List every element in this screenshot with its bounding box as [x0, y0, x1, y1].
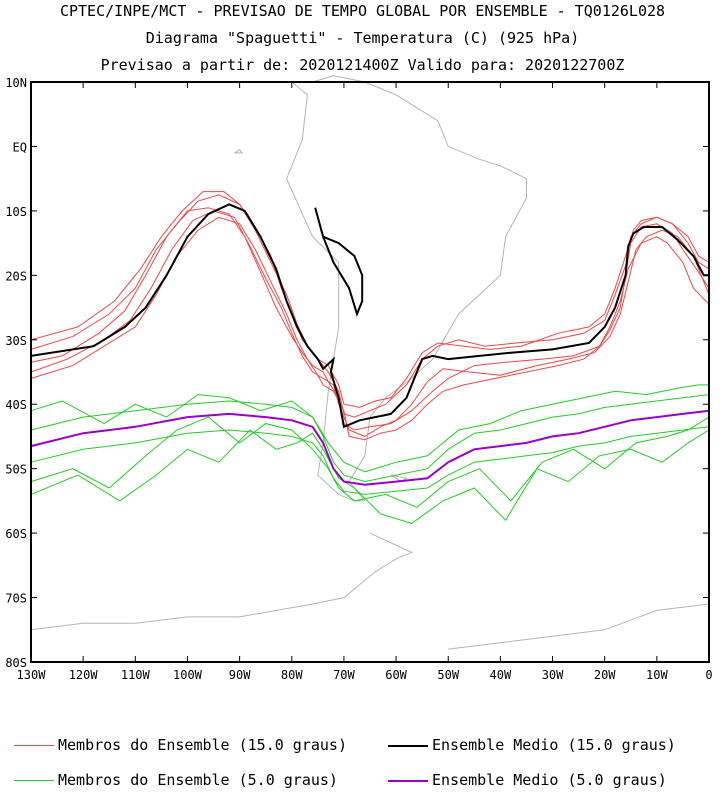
- member-15-line-4: [30, 216, 710, 441]
- legend-item-members-5: Membros do Ensemble (5.0 graus): [14, 771, 338, 789]
- x-tick-label-7: 60W: [385, 668, 407, 682]
- chart-valid-time: Previsao a partir de: 2020121400Z Valido…: [100, 56, 625, 74]
- legend-item-mean-5: Ensemble Medio (5.0 graus): [388, 771, 667, 789]
- y-tick-label-6: 50S: [5, 463, 27, 477]
- member-5-line-4: [30, 429, 710, 524]
- land-outline-2: [448, 603, 710, 650]
- members-5-layer: [30, 384, 710, 524]
- x-tick-label-11: 20W: [594, 668, 616, 682]
- legend-label-mean-5: Ensemble Medio (5.0 graus): [432, 771, 667, 789]
- x-tick-label-2: 110W: [121, 668, 151, 682]
- legend-swatch-members-15: [14, 745, 54, 746]
- x-tick-label-1: 120W: [69, 668, 99, 682]
- legend-label-members-5: Membros do Ensemble (5.0 graus): [58, 771, 338, 789]
- legend-label-mean-15: Ensemble Medio (15.0 graus): [432, 736, 676, 754]
- spaghetti-chart: 130W 120W 110W 100W 90W 80W 70W 60W 50W 40W 30W 20W…: [5, 75, 713, 682]
- legend-swatch-mean-15: [388, 744, 428, 747]
- y-tick-label-5: 40S: [5, 398, 27, 412]
- member-5-line-1: [30, 426, 710, 495]
- member-15-line-2: [30, 191, 710, 408]
- member-5-line-0: [30, 394, 710, 483]
- x-tick-label-6: 70W: [333, 668, 355, 682]
- x-tick-label-0: 130W: [17, 668, 47, 682]
- mean-line-1: [314, 207, 364, 317]
- legend-item-members-15: Membros do Ensemble (15.0 graus): [14, 736, 347, 754]
- member-15-line-0: [30, 194, 710, 418]
- y-tick-label-4: 30S: [5, 334, 27, 348]
- y-tick-label-9: 80S: [5, 656, 27, 670]
- legend-swatch-mean-5: [388, 779, 428, 782]
- land-outline-0: [286, 75, 527, 502]
- member-5-line-3: [30, 384, 709, 473]
- y-tick-label-2: 10S: [5, 205, 27, 219]
- y-tick-label-0: 10N: [5, 76, 27, 90]
- plot-frame: [30, 81, 710, 663]
- mean-line-0: [30, 203, 709, 429]
- mean-line-2: [30, 409, 710, 486]
- chart-subtitle: Diagrama "Spaguetti" - Temperatura (C) (…: [145, 29, 580, 47]
- y-tick-label-8: 70S: [5, 592, 27, 606]
- member-15-line-1: [30, 210, 710, 437]
- land-outline-4: [234, 149, 244, 154]
- axes-layer: 130W 120W 110W 100W 90W 80W 70W 60W 50W 40W 30W 20W…: [5, 76, 712, 682]
- member-15-line-3: [30, 207, 710, 431]
- x-tick-label-10: 30W: [542, 668, 564, 682]
- y-tick-label-3: 20S: [5, 269, 27, 283]
- y-tick-label-7: 60S: [5, 527, 27, 541]
- x-tick-label-12: 10W: [646, 668, 668, 682]
- y-tick-label-1: EQ: [13, 140, 27, 154]
- land-layer: [30, 75, 710, 650]
- member-5-line-2: [30, 416, 710, 508]
- means-layer: [30, 203, 710, 486]
- chart-title: CPTEC/INPE/MCT - PREVISAO DE TEMPO GLOBA…: [59, 2, 666, 20]
- x-tick-label-13: 0: [705, 668, 712, 682]
- x-tick-label-9: 40W: [490, 668, 512, 682]
- legend-label-members-15: Membros do Ensemble (15.0 graus): [58, 736, 347, 754]
- legend-swatch-members-5: [14, 780, 54, 781]
- x-tick-label-5: 80W: [281, 668, 303, 682]
- legend-item-mean-15: Ensemble Medio (15.0 graus): [388, 736, 676, 754]
- members-15-layer: [30, 191, 710, 441]
- x-tick-label-3: 100W: [173, 668, 203, 682]
- land-outline-1: [30, 532, 413, 631]
- x-tick-label-8: 50W: [437, 668, 459, 682]
- x-tick-label-4: 90W: [229, 668, 251, 682]
